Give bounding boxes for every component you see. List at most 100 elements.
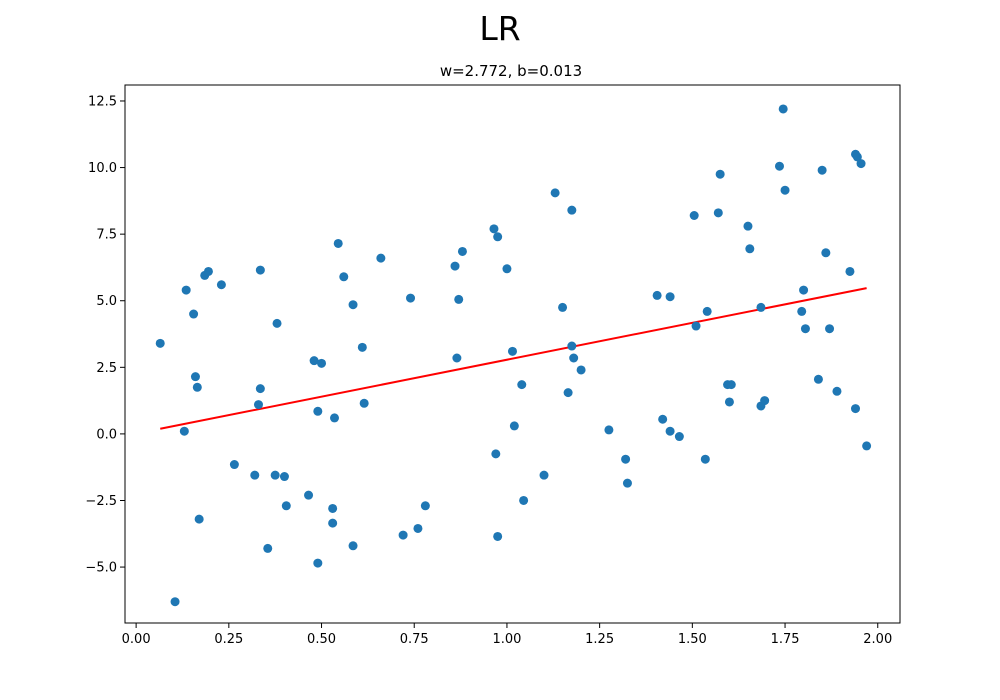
scatter-point [517, 380, 527, 390]
scatter-point [700, 454, 710, 464]
scatter-point [263, 543, 273, 553]
scatter-point [359, 398, 369, 408]
scatter-point [817, 165, 827, 175]
scatter-point [454, 294, 464, 304]
scatter-point [702, 306, 712, 316]
scatter-point [774, 161, 784, 171]
scatter-point [756, 302, 766, 312]
scatter-point [304, 490, 314, 500]
scatter-point [799, 285, 809, 295]
scatter-point [778, 104, 788, 114]
scatter-point [272, 318, 282, 328]
scatter-point [313, 406, 323, 416]
scatter-point [621, 454, 631, 464]
scatter-point [563, 388, 573, 398]
y-tick-label: 7.5 [96, 228, 117, 243]
scatter-point [376, 253, 386, 263]
scatter-point [317, 358, 327, 368]
scatter-point [658, 414, 668, 424]
scatter-point [813, 374, 823, 384]
scatter-point [743, 221, 753, 231]
scatter-point [800, 324, 810, 334]
scatter-point [450, 261, 460, 271]
scatter-points [155, 104, 872, 607]
scatter-point [569, 353, 579, 363]
scatter-point [270, 470, 280, 480]
scatter-point [357, 342, 367, 352]
scatter-point [674, 432, 684, 442]
scatter-point [155, 338, 165, 348]
scatter-point [255, 384, 265, 394]
x-tick-label: 0.25 [214, 632, 243, 647]
x-tick-label: 1.75 [771, 632, 800, 647]
y-axis: −5.0 −2.5 0.0 2.5 5.0 7.5 10.0 12.5 [85, 94, 125, 576]
scatter-point [229, 460, 239, 470]
x-tick-label: 1.25 [585, 632, 614, 647]
figure-suptitle: LR [479, 9, 520, 48]
scatter-point [509, 421, 519, 431]
scatter-point [333, 238, 343, 248]
scatter-point [348, 300, 358, 310]
scatter-point [713, 208, 723, 218]
y-tick-label: 10.0 [88, 161, 117, 176]
scatter-point [797, 306, 807, 316]
scatter-point [452, 353, 462, 363]
y-tick-label: −5.0 [85, 561, 117, 576]
y-tick-label: 2.5 [96, 361, 117, 376]
scatter-point [192, 382, 202, 392]
x-tick-label: 0.75 [400, 632, 429, 647]
y-tick-label: 5.0 [96, 294, 117, 309]
scatter-point [689, 211, 699, 220]
scatter-point [203, 266, 213, 276]
scatter-point [851, 404, 860, 414]
scatter-point [724, 397, 734, 407]
scatter-point [726, 380, 736, 390]
plot-frame [124, 84, 901, 624]
scatter-point [190, 372, 200, 382]
y-tick-label: −2.5 [85, 494, 117, 509]
scatter-point [281, 501, 291, 511]
y-tick-label: 12.5 [88, 94, 117, 109]
scatter-point [691, 321, 701, 331]
scatter-point [194, 514, 204, 524]
y-tick-label: 0.0 [96, 427, 117, 442]
scatter-point [309, 356, 319, 366]
scatter-point [558, 302, 568, 312]
scatter-point [832, 386, 842, 396]
scatter-point [330, 413, 340, 423]
scatter-point [179, 426, 189, 436]
scatter-point [313, 558, 323, 568]
scatter-point [348, 541, 358, 551]
x-tick-label: 1.00 [492, 632, 521, 647]
scatter-point [622, 478, 632, 488]
x-axis: 0.00 0.25 0.50 0.75 1.00 1.25 1.50 1.75 2.00 [122, 623, 892, 647]
x-tick-label: 0.50 [307, 632, 336, 647]
scatter-point [508, 346, 517, 356]
scatter-point [170, 597, 180, 607]
scatter-point [745, 244, 755, 254]
scatter-point [845, 266, 855, 276]
x-tick-label: 0.00 [122, 632, 151, 647]
scatter-point [550, 188, 560, 198]
scatter-point [279, 472, 289, 482]
axes-title: w=2.772, b=0.013 [440, 62, 582, 80]
scatter-point [760, 396, 770, 406]
scatter-point [862, 441, 872, 451]
scatter-point [250, 470, 260, 480]
scatter-point [567, 205, 577, 215]
scatter-point [255, 265, 265, 275]
scatter-point [519, 495, 529, 505]
x-tick-label: 2.00 [863, 632, 892, 647]
scatter-point [665, 426, 675, 436]
scatter-point [665, 292, 675, 302]
scatter-point [576, 365, 586, 375]
scatter-point [821, 248, 831, 258]
scatter-point [852, 152, 862, 162]
fit-line [160, 287, 867, 430]
scatter-point [567, 341, 577, 351]
scatter-point [413, 523, 423, 533]
scatter-point [216, 280, 226, 290]
scatter-point [489, 224, 499, 234]
scatter-point [493, 531, 503, 541]
